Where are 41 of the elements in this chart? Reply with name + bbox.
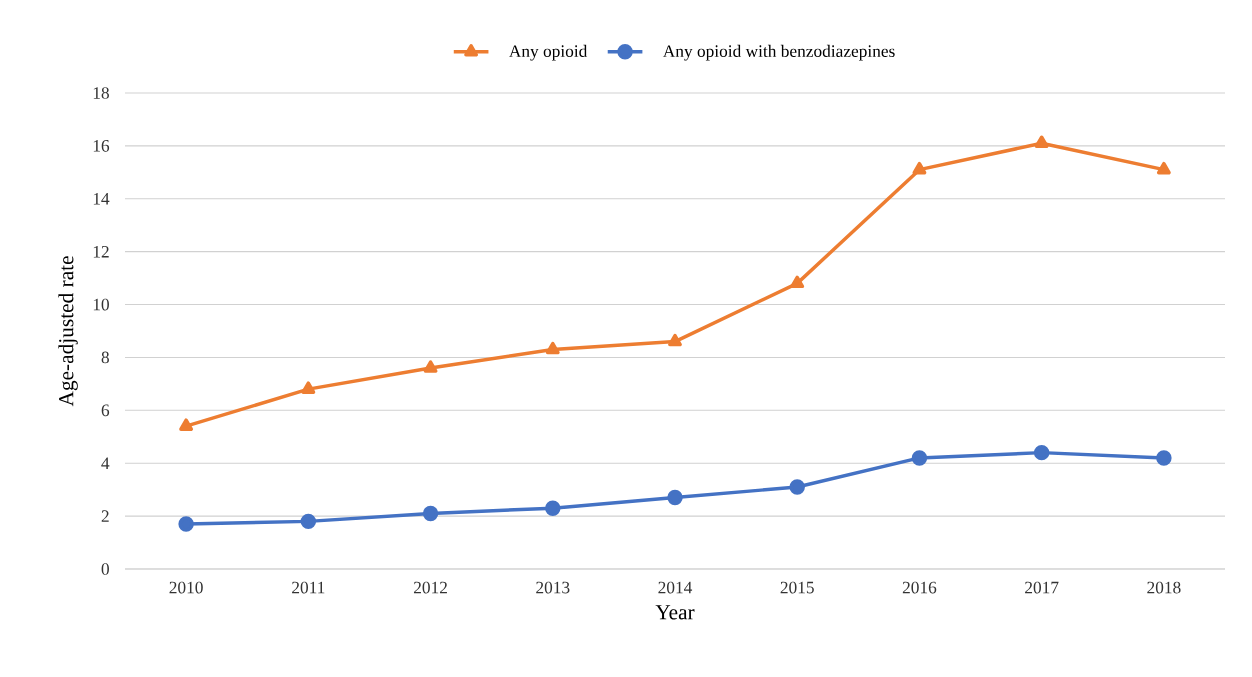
x-tick-label: 2011 bbox=[292, 581, 325, 594]
x-tick-label: 2015 bbox=[780, 581, 814, 594]
point bbox=[178, 516, 194, 532]
point bbox=[1033, 444, 1050, 461]
x-tick-label: 2013 bbox=[536, 581, 570, 594]
point bbox=[301, 381, 316, 394]
point bbox=[668, 333, 682, 347]
point bbox=[667, 489, 683, 506]
point bbox=[545, 341, 560, 355]
point bbox=[912, 161, 927, 175]
x-axis-title: Year bbox=[655, 605, 695, 620]
point bbox=[423, 360, 438, 373]
y-tick-label: 14 bbox=[93, 193, 110, 205]
point bbox=[545, 500, 561, 516]
y-tick-label: 12 bbox=[93, 245, 109, 258]
x-tick-label: 2012 bbox=[413, 581, 447, 594]
x-tick-label: 2010 bbox=[169, 581, 203, 594]
point bbox=[789, 479, 805, 495]
y-tick-label: 10 bbox=[93, 298, 109, 311]
y-tick-label: 8 bbox=[101, 351, 109, 364]
point bbox=[179, 418, 194, 431]
point bbox=[1156, 450, 1172, 466]
legend-label: Any opioid bbox=[509, 44, 588, 61]
point bbox=[1034, 135, 1049, 148]
y-tick-label: 0 bbox=[101, 563, 109, 575]
legend-label: Any opioid with benzodiazepines bbox=[662, 44, 895, 61]
x-tick-label: 2017 bbox=[1025, 581, 1059, 594]
point bbox=[1156, 161, 1171, 175]
y-tick-label: 2 bbox=[101, 510, 109, 522]
point bbox=[790, 275, 805, 289]
y-tick-label: 16 bbox=[93, 140, 110, 152]
y-tick-label: 6 bbox=[101, 404, 110, 417]
x-tick-label: 2016 bbox=[902, 581, 937, 594]
point bbox=[300, 513, 317, 530]
y-axis-title: Age-adjusted rate bbox=[58, 256, 78, 407]
y-tick-label: 18 bbox=[93, 87, 109, 99]
point bbox=[422, 505, 439, 522]
x-tick-label: 2014 bbox=[658, 581, 693, 594]
x-tick-label: 2018 bbox=[1147, 581, 1181, 594]
point bbox=[911, 450, 928, 466]
y-tick-label: 4 bbox=[101, 457, 110, 469]
